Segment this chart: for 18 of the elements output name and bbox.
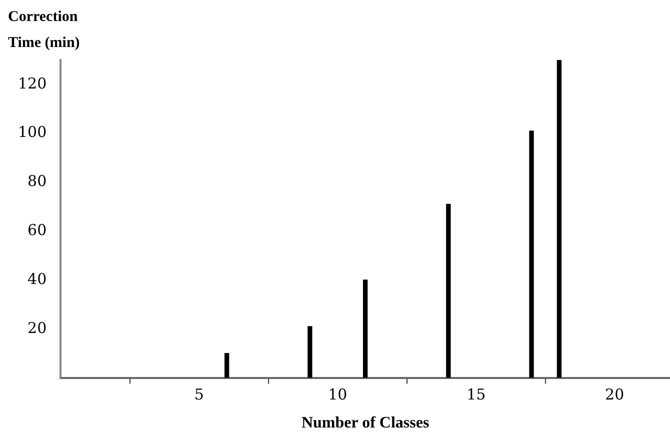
x-tick-label: 20	[605, 386, 624, 404]
y-axis-title: Correction Time (min)	[8, 8, 81, 53]
y-tick-label: 20	[28, 318, 47, 337]
y-tick-label: 80	[28, 172, 47, 190]
x-axis-title: Number of Classes	[301, 414, 430, 432]
bar	[529, 130, 534, 378]
bar	[362, 280, 368, 378]
y-tick-label: 60	[28, 221, 47, 240]
x-tick-label: 15	[466, 386, 486, 404]
y-tick-label: 120	[18, 74, 47, 92]
y-tick-label: 100	[18, 123, 47, 142]
bar	[446, 204, 451, 378]
x-tick-label: 10	[328, 386, 348, 404]
y-tick-label: 40	[28, 270, 47, 288]
bar	[308, 326, 312, 378]
x-tick-label: 5	[194, 386, 204, 404]
bar	[556, 60, 562, 378]
bar	[224, 353, 230, 378]
